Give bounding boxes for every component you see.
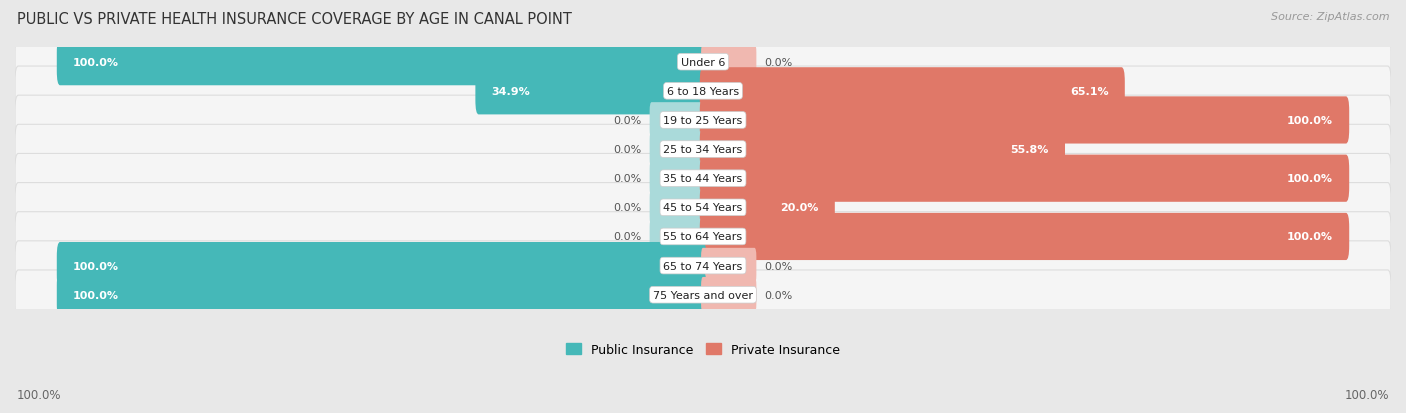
- Text: 0.0%: 0.0%: [613, 145, 643, 155]
- FancyBboxPatch shape: [15, 183, 1391, 233]
- Text: 0.0%: 0.0%: [763, 290, 793, 300]
- Text: 35 to 44 Years: 35 to 44 Years: [664, 174, 742, 184]
- Text: 0.0%: 0.0%: [613, 203, 643, 213]
- FancyBboxPatch shape: [700, 184, 835, 231]
- Text: 100.0%: 100.0%: [1286, 232, 1333, 242]
- Text: 55 to 64 Years: 55 to 64 Years: [664, 232, 742, 242]
- FancyBboxPatch shape: [700, 68, 1125, 115]
- FancyBboxPatch shape: [15, 96, 1391, 145]
- FancyBboxPatch shape: [56, 39, 706, 86]
- Text: 100.0%: 100.0%: [73, 261, 120, 271]
- Text: 0.0%: 0.0%: [763, 261, 793, 271]
- Text: 0.0%: 0.0%: [763, 57, 793, 67]
- FancyBboxPatch shape: [700, 97, 1350, 144]
- FancyBboxPatch shape: [650, 161, 704, 197]
- Text: 100.0%: 100.0%: [17, 388, 62, 401]
- FancyBboxPatch shape: [475, 68, 706, 115]
- Text: 34.9%: 34.9%: [492, 87, 530, 97]
- Text: 0.0%: 0.0%: [613, 232, 643, 242]
- FancyBboxPatch shape: [702, 248, 756, 284]
- FancyBboxPatch shape: [650, 190, 704, 225]
- Text: 55.8%: 55.8%: [1011, 145, 1049, 155]
- Text: Under 6: Under 6: [681, 57, 725, 67]
- Text: 20.0%: 20.0%: [780, 203, 818, 213]
- FancyBboxPatch shape: [650, 103, 704, 138]
- FancyBboxPatch shape: [15, 154, 1391, 204]
- Text: PUBLIC VS PRIVATE HEALTH INSURANCE COVERAGE BY AGE IN CANAL POINT: PUBLIC VS PRIVATE HEALTH INSURANCE COVER…: [17, 12, 572, 27]
- FancyBboxPatch shape: [15, 125, 1391, 174]
- FancyBboxPatch shape: [700, 126, 1064, 173]
- FancyBboxPatch shape: [700, 155, 1350, 202]
- FancyBboxPatch shape: [702, 277, 756, 313]
- FancyBboxPatch shape: [650, 132, 704, 167]
- FancyBboxPatch shape: [702, 45, 756, 80]
- Text: 45 to 54 Years: 45 to 54 Years: [664, 203, 742, 213]
- Text: 65.1%: 65.1%: [1070, 87, 1109, 97]
- FancyBboxPatch shape: [700, 214, 1350, 261]
- Text: 0.0%: 0.0%: [613, 174, 643, 184]
- Legend: Public Insurance, Private Insurance: Public Insurance, Private Insurance: [561, 338, 845, 361]
- Text: Source: ZipAtlas.com: Source: ZipAtlas.com: [1271, 12, 1389, 22]
- FancyBboxPatch shape: [56, 242, 706, 290]
- Text: 65 to 74 Years: 65 to 74 Years: [664, 261, 742, 271]
- Text: 75 Years and over: 75 Years and over: [652, 290, 754, 300]
- FancyBboxPatch shape: [15, 270, 1391, 320]
- Text: 100.0%: 100.0%: [73, 57, 120, 67]
- Text: 100.0%: 100.0%: [73, 290, 120, 300]
- FancyBboxPatch shape: [15, 38, 1391, 87]
- Text: 6 to 18 Years: 6 to 18 Years: [666, 87, 740, 97]
- FancyBboxPatch shape: [15, 67, 1391, 116]
- Text: 0.0%: 0.0%: [613, 116, 643, 126]
- FancyBboxPatch shape: [650, 219, 704, 254]
- Text: 19 to 25 Years: 19 to 25 Years: [664, 116, 742, 126]
- Text: 25 to 34 Years: 25 to 34 Years: [664, 145, 742, 155]
- Text: 100.0%: 100.0%: [1286, 174, 1333, 184]
- Text: 100.0%: 100.0%: [1344, 388, 1389, 401]
- FancyBboxPatch shape: [15, 212, 1391, 261]
- Text: 100.0%: 100.0%: [1286, 116, 1333, 126]
- FancyBboxPatch shape: [15, 241, 1391, 291]
- FancyBboxPatch shape: [56, 271, 706, 318]
